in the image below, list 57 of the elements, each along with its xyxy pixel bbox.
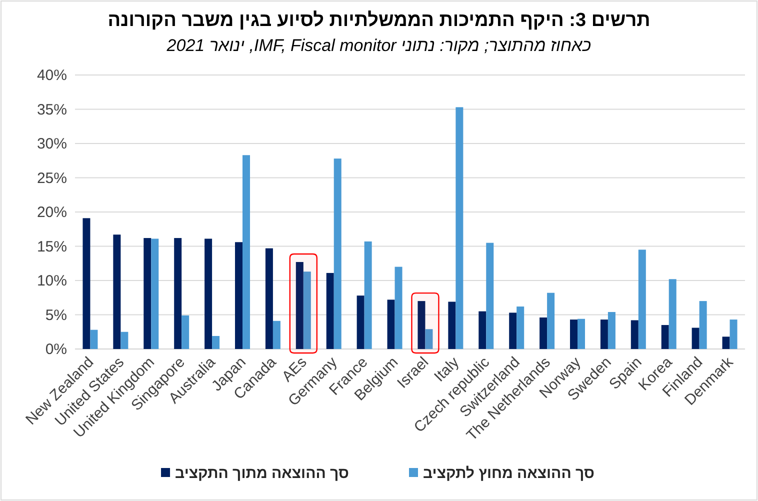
bar	[113, 234, 121, 349]
y-tick-label: 35%	[36, 101, 67, 118]
bar	[448, 302, 456, 349]
y-tick-label: 5%	[45, 306, 67, 324]
bar	[144, 238, 152, 349]
bar	[608, 312, 616, 349]
bar	[547, 292, 555, 349]
bar	[82, 218, 90, 349]
bar	[182, 315, 190, 349]
chart-subtitle: כאחוז מהתוצר; מקור: נתוני IMF, Fiscal monitor, ינואר 2021	[166, 36, 592, 55]
bar	[326, 272, 334, 349]
bar	[722, 336, 730, 349]
y-tick-label: 15%	[36, 238, 67, 256]
bar	[600, 320, 608, 349]
bar	[638, 250, 646, 349]
bar	[540, 317, 548, 349]
bar	[272, 320, 280, 349]
y-tick-label: 30%	[36, 136, 67, 152]
bar	[394, 266, 402, 349]
y-tick-label: 25%	[36, 170, 67, 187]
bar	[699, 301, 707, 349]
legend-label: סך ההוצאה מחוץ לתקציב	[423, 465, 594, 482]
bar	[456, 107, 464, 349]
bar	[425, 329, 433, 349]
bar	[486, 242, 494, 349]
bar	[509, 312, 517, 349]
bar	[212, 336, 220, 349]
bar	[668, 279, 676, 349]
bar	[90, 330, 98, 349]
bar	[303, 272, 311, 349]
bar	[570, 320, 578, 349]
y-tick-label: 40%	[36, 67, 67, 84]
legend-label: סך ההוצאה מתוך התקציב	[175, 465, 349, 482]
bar	[478, 311, 486, 349]
bar	[120, 332, 128, 349]
bar	[296, 262, 304, 349]
bar	[730, 320, 738, 349]
bar	[174, 238, 182, 349]
y-tick-label: 10%	[36, 272, 67, 290]
bar	[242, 155, 250, 349]
bar	[204, 238, 212, 349]
bar	[356, 296, 364, 349]
bar	[151, 238, 159, 349]
bar	[661, 325, 669, 349]
bar	[630, 320, 638, 349]
bar	[516, 306, 524, 349]
y-tick-label: 20%	[36, 204, 67, 221]
bar	[578, 318, 585, 349]
y-tick-label: 0%	[45, 341, 67, 358]
bar	[692, 328, 700, 349]
bar	[334, 158, 342, 349]
bar	[418, 301, 426, 349]
bar	[364, 241, 372, 349]
chart-title: תרשים 3: היקף התמיכות הממשלתיות לסיוע בגין משבר הקורונה	[108, 10, 650, 31]
bar	[387, 300, 395, 349]
bar	[265, 248, 273, 349]
bar	[235, 242, 242, 349]
